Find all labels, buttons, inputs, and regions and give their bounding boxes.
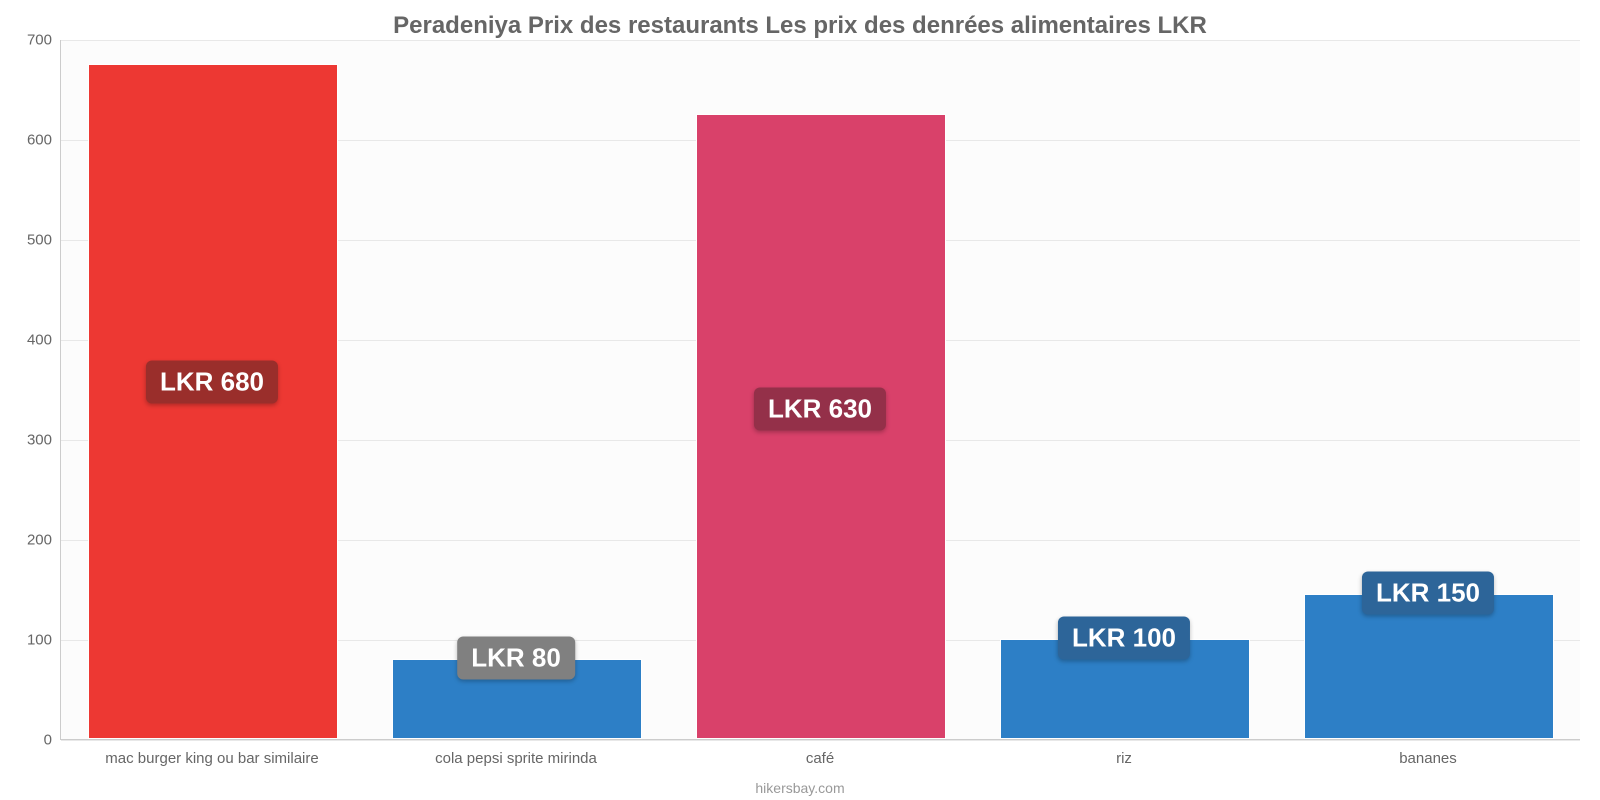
ytick-label: 600 <box>2 132 52 149</box>
value-badge: LKR 150 <box>1362 572 1494 615</box>
xlabel: bananes <box>1399 750 1457 767</box>
source-text: hikersbay.com <box>0 780 1600 796</box>
value-badge: LKR 680 <box>146 361 278 404</box>
ytick-label: 500 <box>2 232 52 249</box>
ytick-label: 100 <box>2 632 52 649</box>
value-badge: LKR 100 <box>1058 617 1190 660</box>
ytick-label: 0 <box>2 732 52 749</box>
ytick-label: 700 <box>2 32 52 49</box>
value-badge: LKR 630 <box>754 387 886 430</box>
ytick-label: 400 <box>2 332 52 349</box>
xlabel: cola pepsi sprite mirinda <box>435 750 597 767</box>
gridline <box>61 740 1580 741</box>
ytick-label: 200 <box>2 532 52 549</box>
ytick-label: 300 <box>2 432 52 449</box>
bar <box>1304 594 1553 739</box>
value-badge: LKR 80 <box>457 637 575 680</box>
gridline <box>61 40 1580 41</box>
chart-title: Peradeniya Prix des restaurants Les prix… <box>0 12 1600 40</box>
xlabel: riz <box>1116 750 1132 767</box>
xlabel: mac burger king ou bar similaire <box>105 750 318 767</box>
xlabel: café <box>806 750 834 767</box>
